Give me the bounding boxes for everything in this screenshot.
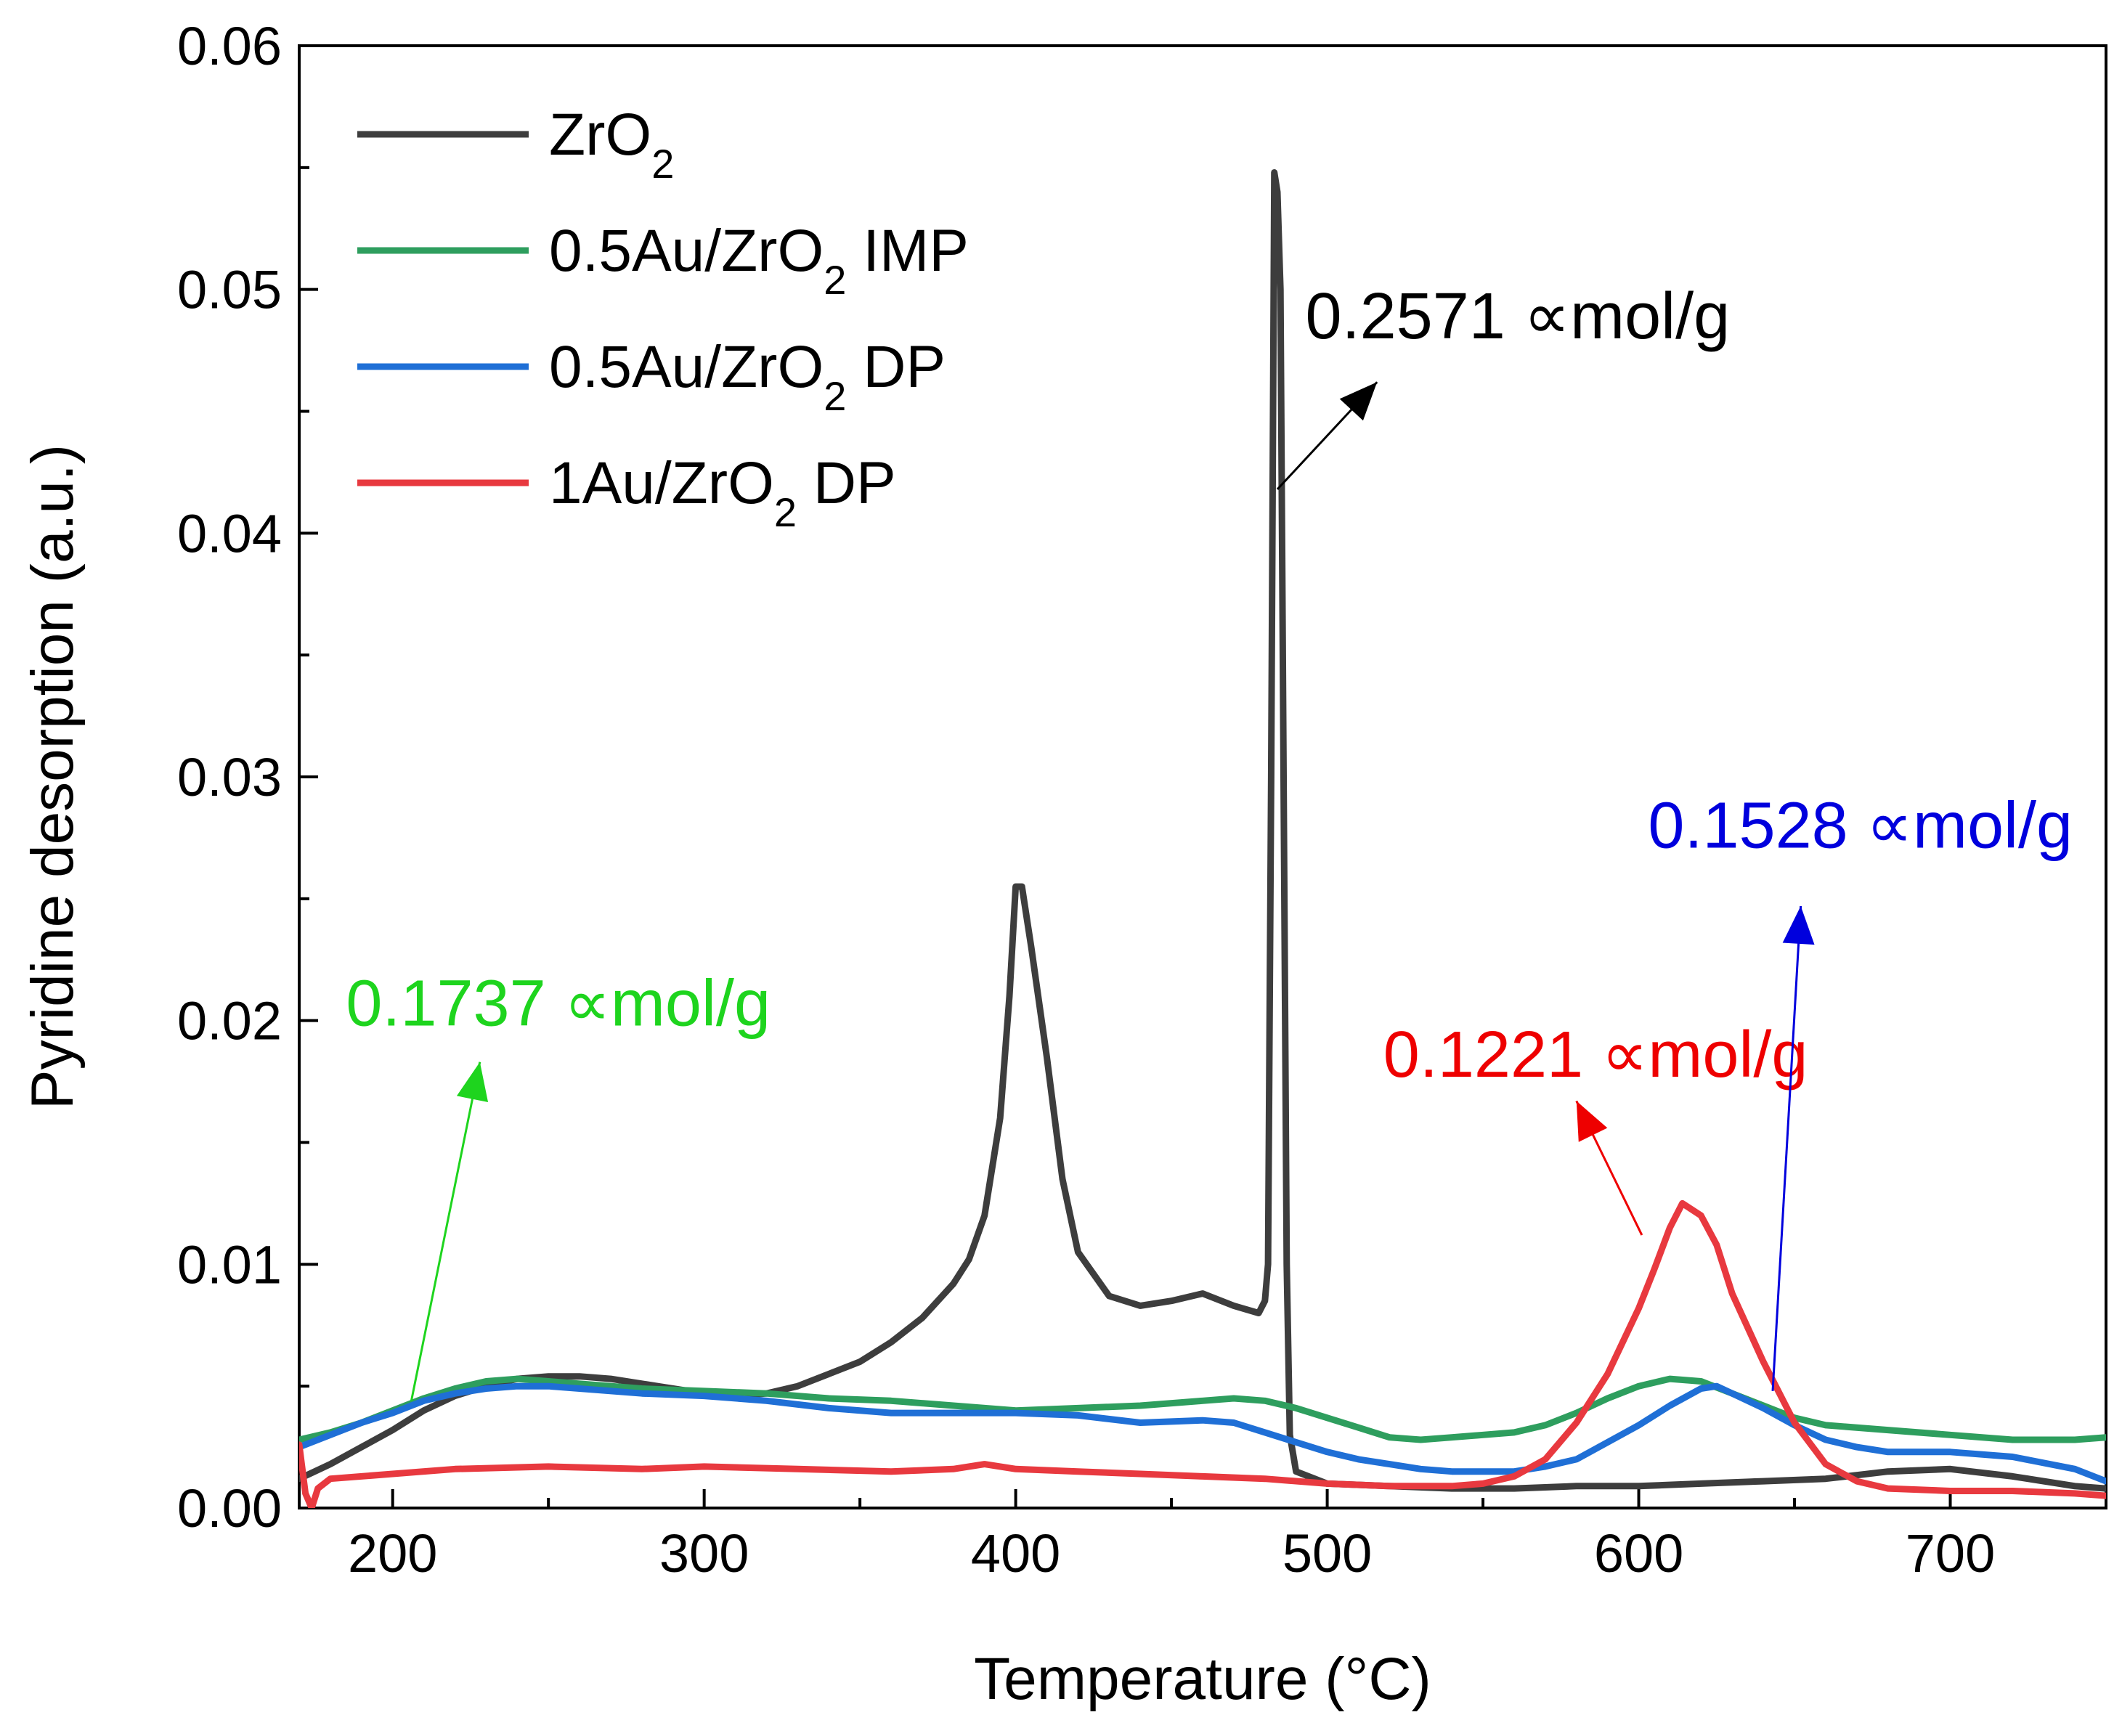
annotation-arrow-line — [1771, 905, 1802, 1391]
annotation-label: 0.2571 ∝mol/g — [1306, 280, 1731, 353]
legend-label-subscript: 2 — [774, 489, 797, 535]
x-tick-label: 700 — [1906, 1523, 1995, 1584]
legend-label-main: 0.5Au/ZrO — [549, 334, 824, 400]
axis-tick-labels: 200 300 400 500 600 700 0.00 0.01 0.02 0.03 0.04 0.… — [177, 16, 1995, 1584]
legend-label-tail: DP — [797, 450, 896, 516]
annotation-arrow-head — [456, 1061, 489, 1103]
annotation-arrow-head — [1576, 1101, 1608, 1142]
annotation-label: 0.1737 ∝mol/g — [346, 967, 771, 1040]
legend-label: 1Au/ZrO2 DP — [549, 450, 896, 535]
legend-label: ZrO2 — [549, 102, 674, 187]
annotation-label: 0.1528 ∝mol/g — [1648, 789, 2073, 862]
legend-label-subscript: 2 — [824, 373, 846, 419]
legend-label-main: 1Au/ZrO — [549, 450, 774, 516]
y-tick-label: 0.03 — [177, 747, 282, 807]
y-tick-label: 0.06 — [177, 16, 282, 76]
x-tick-label: 300 — [659, 1523, 749, 1584]
x-axis-title: Temperature (°C) — [974, 1646, 1431, 1712]
axis-ticks — [299, 44, 1952, 1509]
legend-label-main: 0.5Au/ZrO — [549, 218, 824, 284]
x-tick-label: 500 — [1282, 1523, 1372, 1584]
y-tick-label: 0.02 — [177, 991, 282, 1051]
x-tick-label: 400 — [971, 1523, 1060, 1584]
legend-label-tail: IMP — [846, 218, 969, 284]
x-tick-label: 600 — [1594, 1523, 1683, 1584]
y-tick-label: 0.05 — [177, 260, 282, 320]
series-line-0 — [299, 169, 2106, 1492]
y-tick-label: 0.04 — [177, 503, 282, 563]
y-axis-title: Pyridine desorption (a.u.) — [20, 444, 86, 1109]
x-tick-label: 200 — [348, 1523, 437, 1584]
legend-label-tail: DP — [846, 334, 946, 400]
series-line-3 — [299, 1199, 2106, 1508]
series-line-2 — [299, 1382, 2106, 1485]
legend-label: 0.5Au/ZrO2 IMP — [549, 218, 969, 303]
y-tick-label: 0.01 — [177, 1234, 282, 1295]
y-tick-label: 0.00 — [177, 1478, 282, 1539]
legend-label: 0.5Au/ZrO2 DP — [549, 334, 946, 419]
annotation-arrow-head — [1339, 382, 1378, 421]
annotation-layer: 0.2571 ∝mol/g 0.1737 ∝mol/g 0.1221 ∝mol/g 0… — [346, 280, 2073, 1401]
legend-label-subscript: 2 — [824, 257, 846, 303]
legend-label-main: ZrO — [549, 102, 651, 168]
annotation-arrow-line — [410, 1061, 481, 1401]
annotation-label: 0.1221 ∝mol/g — [1383, 1019, 1808, 1091]
annotation-arrow-head — [1782, 905, 1815, 945]
series-layer — [299, 169, 2106, 1508]
legend-label-subscript: 2 — [651, 141, 674, 187]
